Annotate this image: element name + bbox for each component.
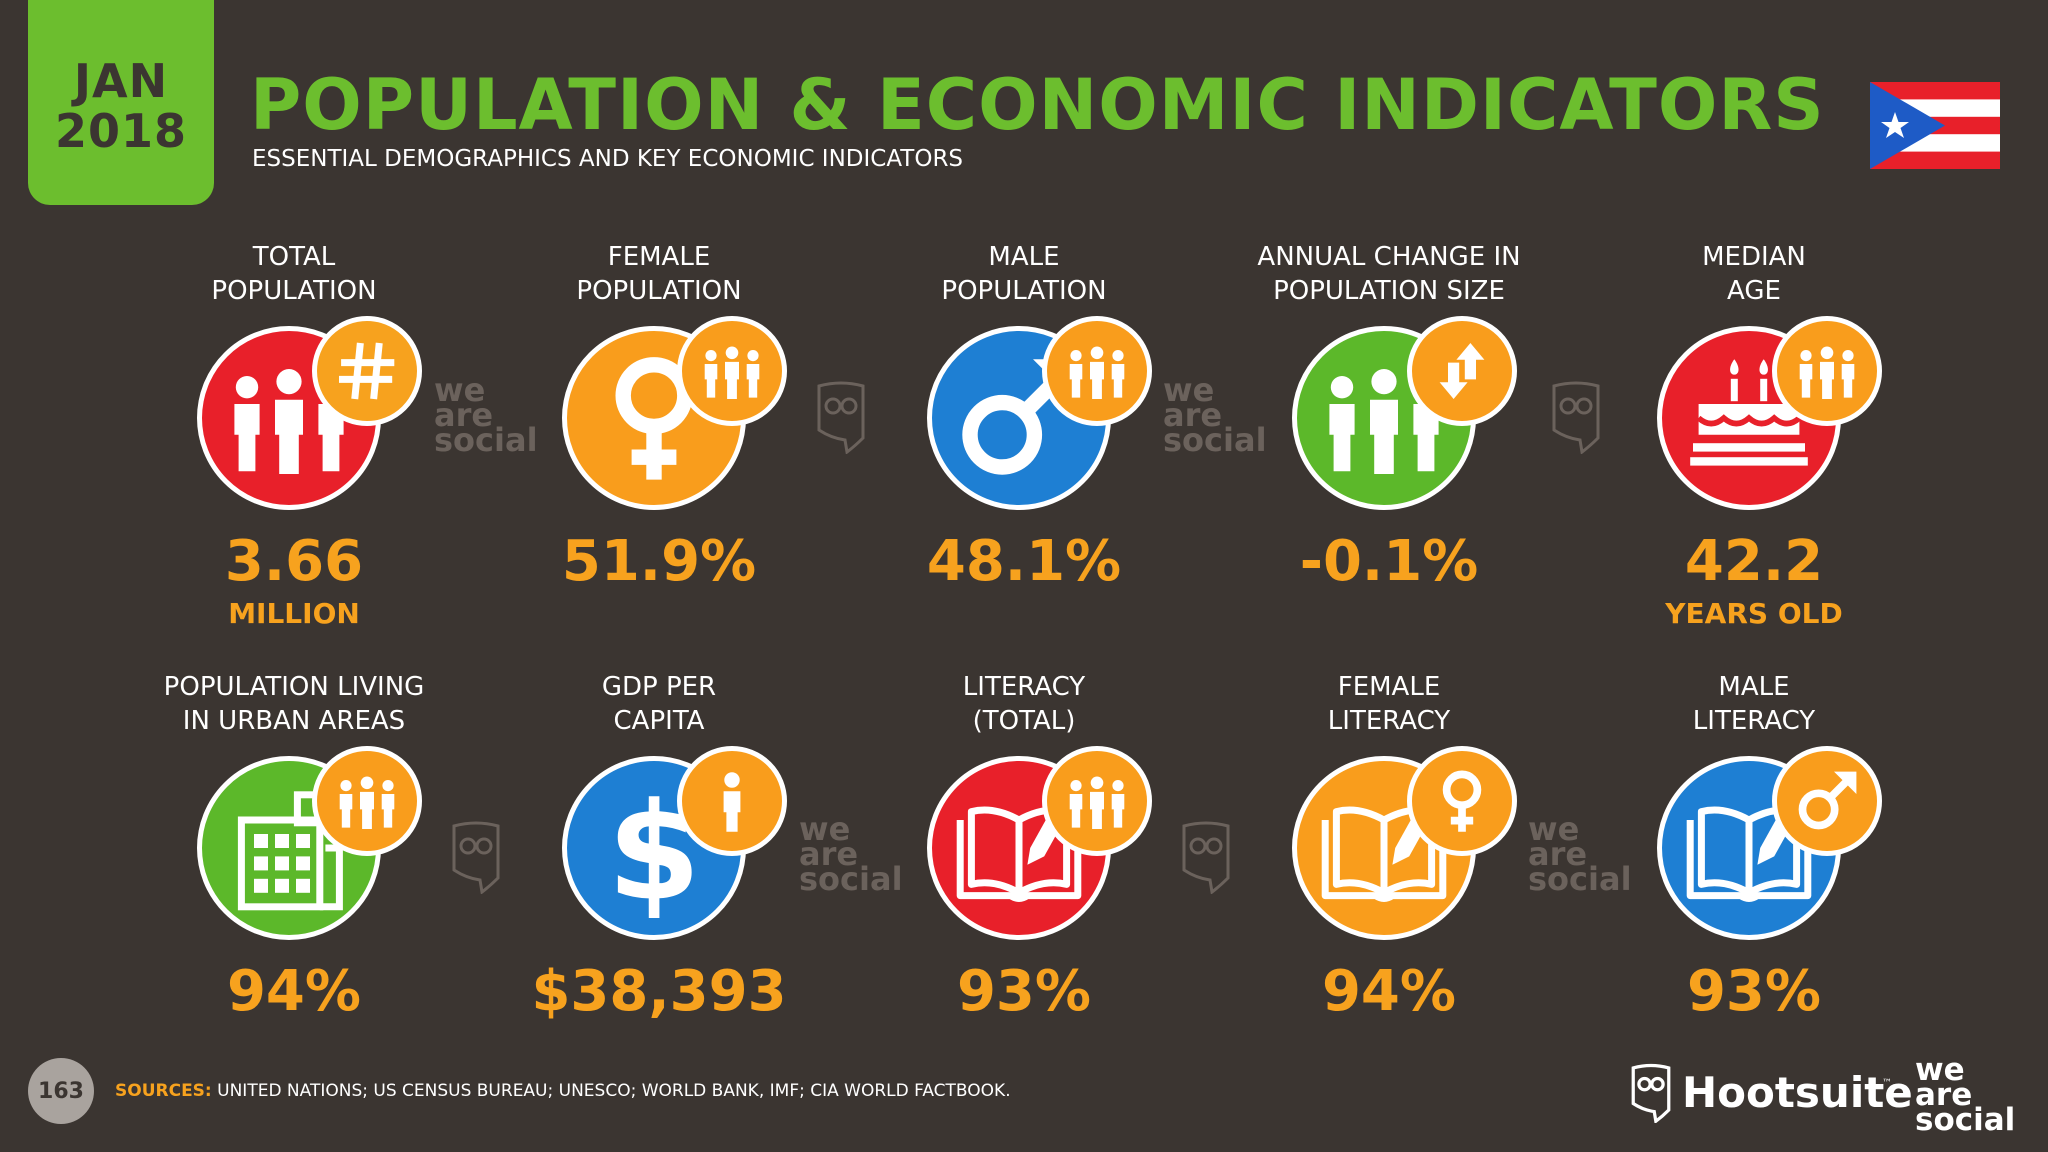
label-line-1: FEMALE [1337, 672, 1441, 702]
tile-annual-change: ANNUAL CHANGE IN POPULATION SIZE -0.1% [1229, 240, 1549, 640]
people-icon [1772, 316, 1882, 426]
we-are-social-logo: we are social [1915, 1052, 2016, 1138]
tile-male-literacy: MALE LITERACY 93% [1594, 670, 1914, 1070]
owl-watermark-icon [1180, 820, 1232, 894]
tile-female-population: FEMALE POPULATION 51.9% [499, 240, 819, 640]
page-subtitle: ESSENTIAL DEMOGRAPHICS AND KEY ECONOMIC … [252, 146, 964, 172]
owl-watermark-icon [1550, 380, 1602, 454]
label-line-1: POPULATION LIVING [163, 672, 425, 702]
label-line-2: POPULATION [211, 276, 377, 306]
total-population-unit: MILLION [228, 597, 360, 630]
label-line-2: POPULATION SIZE [1273, 276, 1505, 306]
tile-label: MALE LITERACY [1594, 670, 1914, 738]
hootsuite-logo: Hootsuite [1682, 1068, 1913, 1117]
label-line-1: MEDIAN [1702, 242, 1806, 272]
sources-text: SOURCES: UNITED NATIONS; US CENSUS BUREA… [115, 1081, 1011, 1101]
label-line-2: POPULATION [576, 276, 742, 306]
gdp-per-capita-value: $38,393 [531, 959, 787, 1024]
trademark: ™ [1882, 1078, 1892, 1089]
owl-watermark-icon [450, 820, 502, 894]
tile-median-age: MEDIAN AGE 42.2 YEARS OLD [1594, 240, 1914, 640]
date-tab: JAN 2018 [28, 0, 214, 205]
label-line-1: FEMALE [607, 242, 711, 272]
hootsuite-owl-icon [1631, 1063, 1671, 1123]
median-age-unit: YEARS OLD [1665, 597, 1843, 630]
page-number: 163 [28, 1058, 94, 1124]
tile-label: POPULATION LIVING IN URBAN AREAS [134, 670, 454, 738]
we-are-social-watermark: we are social [1163, 371, 1267, 459]
tile-label: TOTAL POPULATION [134, 240, 454, 308]
tile-male-population: MALE POPULATION 48.1% [864, 240, 1184, 640]
tile-total-population: TOTAL POPULATION 3.66 MILLION [134, 240, 454, 640]
label-line-1: LITERACY [962, 672, 1086, 702]
tile-label: MEDIAN AGE [1594, 240, 1914, 308]
total-population-value: 3.66 [224, 529, 364, 594]
female-population-value: 51.9% [561, 529, 757, 594]
up-down-arrows-icon [1407, 316, 1517, 426]
label-line-1: MALE [1718, 672, 1790, 702]
tile-label: FEMALE LITERACY [1229, 670, 1549, 738]
literacy-total-value: 93% [956, 959, 1092, 1024]
date-month: JAN [73, 53, 169, 108]
tile-label: FEMALE POPULATION [499, 240, 819, 308]
puerto-rico-flag-icon [1870, 82, 2000, 169]
tile-urban-population: POPULATION LIVING IN URBAN AREAS 94% [134, 670, 454, 1070]
we-are-social-watermark: we are social [799, 810, 903, 898]
label-line-1: GDP PER [601, 672, 717, 702]
female-literacy-value: 94% [1321, 959, 1457, 1024]
people-icon [1042, 316, 1152, 426]
label-line-1: MALE [988, 242, 1060, 272]
date-year: 2018 [54, 103, 188, 158]
tile-female-literacy: FEMALE LITERACY 94% [1229, 670, 1549, 1070]
sources-list: UNITED NATIONS; US CENSUS BUREAU; UNESCO… [217, 1081, 1011, 1101]
page-title: POPULATION & ECONOMIC INDICATORS [250, 64, 1825, 146]
male-literacy-value: 93% [1686, 959, 1822, 1024]
label-line-1: TOTAL [252, 242, 336, 272]
sources-label: SOURCES: [115, 1081, 212, 1101]
female-symbol-icon [1407, 746, 1517, 856]
urban-population-value: 94% [226, 959, 362, 1024]
label-line-1: ANNUAL CHANGE IN [1257, 242, 1521, 272]
tile-gdp-per-capita: GDP PER CAPITA $38,393 [499, 670, 819, 1070]
tile-label: MALE POPULATION [864, 240, 1184, 308]
tile-literacy-total: LITERACY (TOTAL) 93% [864, 670, 1184, 1070]
label-line-2: (TOTAL) [972, 706, 1076, 736]
tile-label: ANNUAL CHANGE IN POPULATION SIZE [1229, 240, 1549, 308]
person-icon [677, 746, 787, 856]
median-age-value: 42.2 [1684, 529, 1824, 594]
owl-watermark-icon [815, 380, 867, 454]
label-line-2: AGE [1727, 276, 1781, 306]
label-line-2: POPULATION [941, 276, 1107, 306]
male-symbol-icon [1772, 746, 1882, 856]
hash-icon [312, 316, 422, 426]
annual-change-value: -0.1% [1299, 529, 1479, 594]
label-line-2: CAPITA [613, 706, 705, 736]
label-line-2: LITERACY [1327, 706, 1451, 736]
tile-label: LITERACY (TOTAL) [864, 670, 1184, 738]
people-icon [1042, 746, 1152, 856]
male-population-value: 48.1% [926, 529, 1122, 594]
people-icon [677, 316, 787, 426]
label-line-2: LITERACY [1692, 706, 1816, 736]
we-are-social-watermark: we are social [434, 371, 538, 459]
we-are-social-watermark: we are social [1528, 810, 1632, 898]
label-line-2: IN URBAN AREAS [182, 706, 406, 736]
tile-label: GDP PER CAPITA [499, 670, 819, 738]
people-icon [312, 746, 422, 856]
